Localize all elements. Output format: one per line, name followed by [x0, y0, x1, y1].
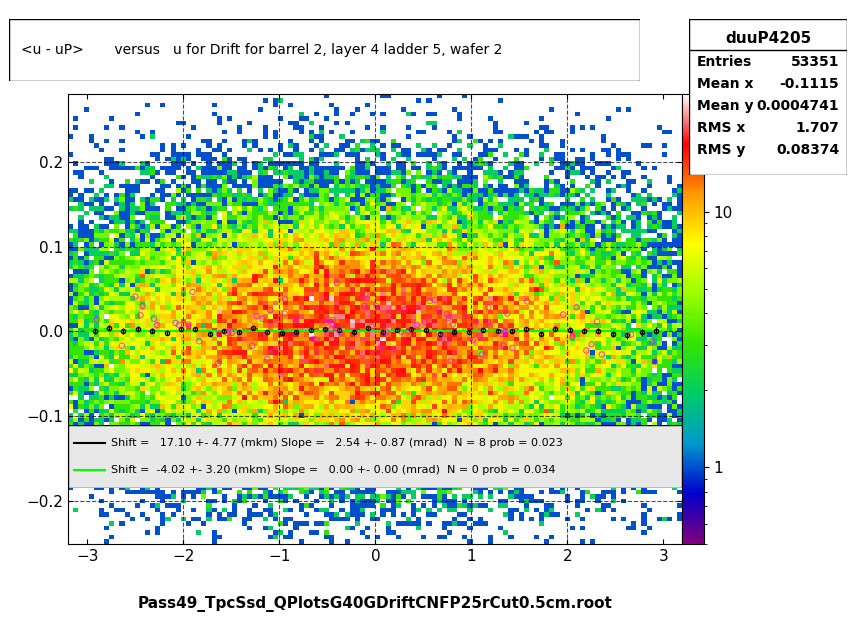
- Point: [386, 344, 400, 354]
- Text: Mean y: Mean y: [696, 99, 752, 113]
- Point: [595, 349, 608, 359]
- Point: [309, 334, 323, 344]
- Point: [325, 319, 339, 329]
- Text: Shift =   17.10 +- 4.77 (mkm) Slope =   2.54 +- 0.87 (mrad)  N = 8 prob = 0.023: Shift = 17.10 +- 4.77 (mkm) Slope = 2.54…: [111, 438, 562, 448]
- Point: [565, 331, 579, 341]
- Point: [172, 320, 186, 330]
- Point: [221, 328, 234, 338]
- Point: [320, 318, 333, 328]
- Point: [289, 316, 302, 326]
- Point: [423, 296, 436, 306]
- Point: [394, 327, 407, 337]
- Point: [129, 292, 142, 302]
- Point: [150, 320, 164, 330]
- Point: [374, 341, 388, 351]
- Point: [306, 334, 320, 344]
- Point: [320, 314, 334, 324]
- Point: [579, 346, 592, 356]
- Point: [432, 305, 446, 315]
- Point: [569, 302, 583, 312]
- Point: [278, 309, 291, 319]
- Point: [134, 310, 147, 320]
- Point: [330, 278, 343, 288]
- Point: [324, 324, 337, 334]
- Point: [481, 318, 494, 328]
- Point: [498, 328, 511, 338]
- Point: [400, 326, 414, 336]
- Text: duuP4205: duuP4205: [724, 31, 810, 46]
- Point: [266, 346, 279, 356]
- Text: 1.707: 1.707: [794, 121, 838, 135]
- Point: [433, 332, 446, 342]
- Point: [624, 329, 637, 339]
- Point: [441, 312, 455, 322]
- Point: [278, 294, 291, 304]
- Point: [645, 336, 659, 346]
- Point: [325, 315, 339, 325]
- Point: [648, 357, 661, 367]
- Point: [520, 296, 533, 306]
- Point: [369, 301, 383, 311]
- Point: [472, 332, 486, 342]
- Text: Pass49_TpcSsd_QPlotsG40GDriftCNFP25rCut0.5cm.root: Pass49_TpcSsd_QPlotsG40GDriftCNFP25rCut0…: [138, 596, 612, 612]
- Point: [365, 322, 378, 332]
- Point: [379, 327, 393, 337]
- Point: [475, 349, 488, 359]
- Point: [398, 304, 412, 314]
- Point: [357, 301, 371, 311]
- Point: [584, 339, 597, 349]
- Text: 0.08374: 0.08374: [775, 143, 838, 157]
- Point: [590, 317, 603, 327]
- Point: [465, 335, 479, 345]
- Point: [359, 289, 372, 299]
- Point: [410, 320, 423, 330]
- Text: <u - uP>       versus   u for Drift for barrel 2, layer 4 ladder 5, wafer 2: <u - uP> versus u for Drift for barrel 2…: [21, 43, 502, 57]
- Point: [496, 341, 509, 351]
- Point: [211, 358, 225, 368]
- Point: [115, 341, 129, 351]
- Point: [386, 302, 400, 312]
- Point: [225, 328, 239, 338]
- Point: [212, 329, 226, 339]
- Point: [497, 326, 510, 336]
- Point: [556, 309, 569, 319]
- Point: [333, 328, 347, 338]
- Point: [250, 311, 263, 321]
- Point: [446, 319, 459, 329]
- Text: -0.1115: -0.1115: [779, 78, 838, 91]
- Point: [256, 314, 269, 324]
- Point: [481, 302, 495, 312]
- Point: [440, 335, 453, 345]
- Point: [169, 318, 182, 328]
- Point: [469, 317, 482, 327]
- Point: [147, 314, 161, 324]
- Text: 0.0004741: 0.0004741: [756, 99, 838, 113]
- Text: 53351: 53351: [790, 56, 838, 69]
- Point: [135, 301, 149, 311]
- Point: [186, 287, 199, 297]
- Text: Mean x: Mean x: [696, 78, 752, 91]
- Point: [181, 319, 195, 329]
- Point: [500, 309, 514, 319]
- Point: [328, 322, 342, 332]
- Point: [193, 336, 206, 346]
- Point: [494, 329, 508, 339]
- Point: [428, 295, 441, 305]
- Text: Entries: Entries: [696, 56, 751, 69]
- Text: Shift =  -4.02 +- 3.20 (mkm) Slope =   0.00 +- 0.00 (mrad)  N = 0 prob = 0.034: Shift = -4.02 +- 3.20 (mkm) Slope = 0.00…: [111, 465, 556, 475]
- Point: [263, 305, 277, 315]
- Text: RMS x: RMS x: [696, 121, 745, 135]
- Point: [417, 317, 431, 327]
- Point: [260, 354, 273, 364]
- Text: RMS y: RMS y: [696, 143, 745, 157]
- Point: [440, 309, 453, 319]
- Point: [443, 356, 457, 366]
- Point: [245, 341, 259, 351]
- Point: [89, 314, 103, 324]
- Point: [505, 343, 519, 353]
